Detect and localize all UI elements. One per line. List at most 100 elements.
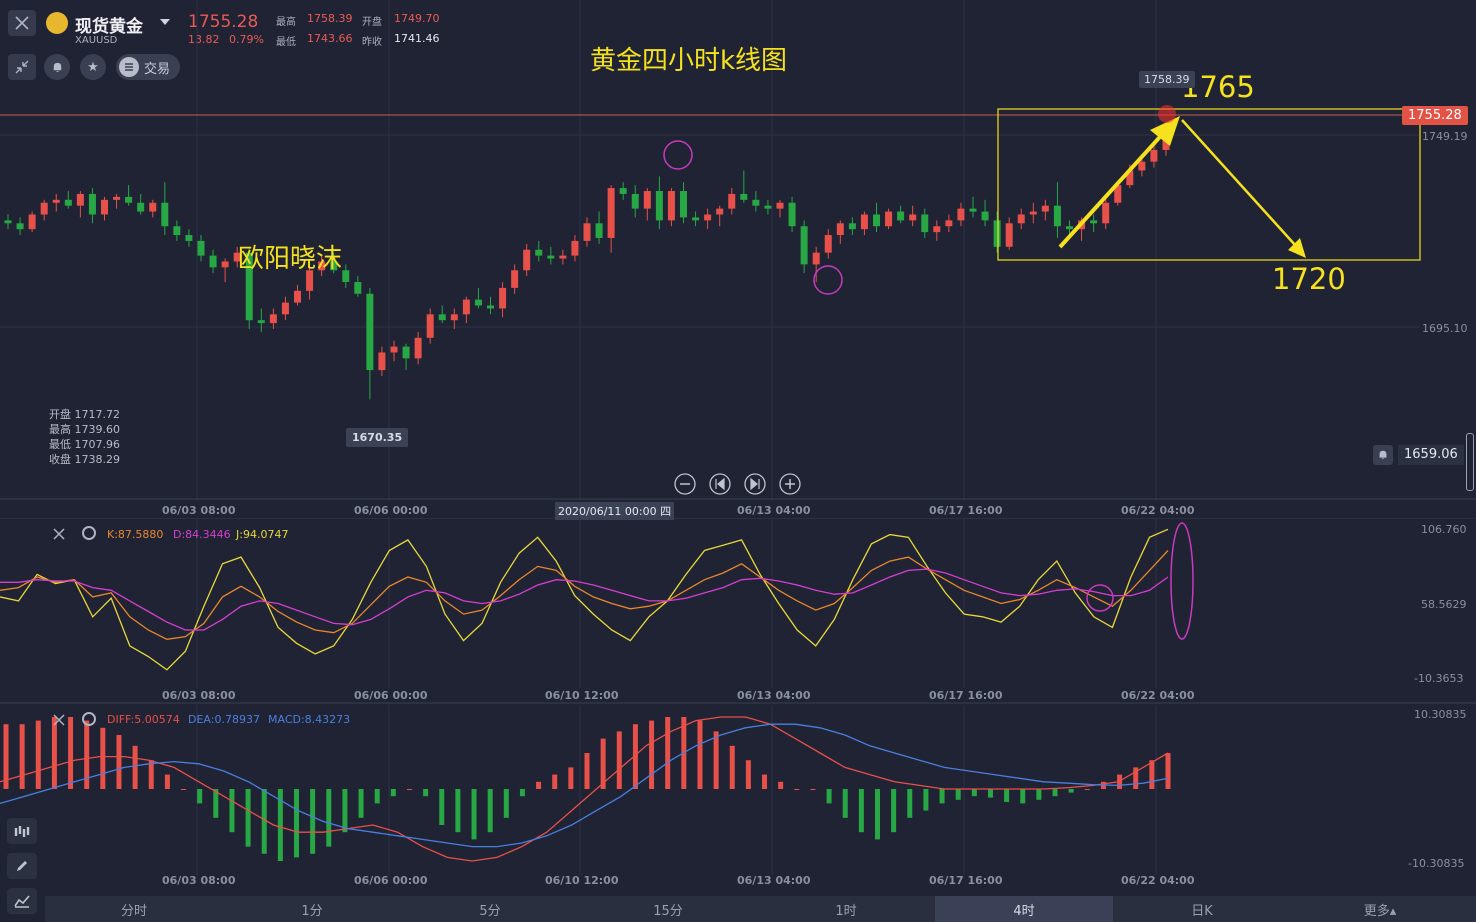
chart-tool-button[interactable] — [7, 888, 37, 914]
macd-bar — [810, 789, 816, 790]
main-x-tick: 06/22 04:00 — [1121, 504, 1195, 517]
bell-icon — [1379, 450, 1387, 460]
candle-body — [909, 214, 917, 221]
kdj-y-tick: 106.760 — [1421, 523, 1467, 536]
macd-bar — [181, 789, 187, 790]
candle-body — [993, 220, 1001, 247]
candle-body — [281, 302, 289, 315]
macd-bar — [826, 789, 832, 804]
main-chart[interactable] — [0, 0, 1476, 500]
candle-body — [1114, 185, 1122, 203]
candle-body — [643, 191, 651, 209]
macd-bar — [600, 738, 606, 789]
candle-body — [692, 217, 700, 221]
macd-bar — [939, 789, 945, 804]
high-value: 1758.39 — [307, 12, 353, 25]
candle-body — [523, 249, 531, 271]
macd-bar — [794, 789, 800, 790]
price-change: 13.82 — [188, 33, 220, 46]
candle-body — [414, 337, 422, 359]
macd-bar — [1133, 767, 1139, 789]
macd-bar — [406, 789, 412, 790]
tab-timeframe-fenshi[interactable]: 分时 — [120, 903, 147, 919]
candle-body — [571, 240, 579, 256]
macd-bar — [148, 760, 154, 789]
tab-timeframe-1h[interactable]: 1时 — [835, 903, 857, 919]
tab-timeframe-15m[interactable]: 15分 — [653, 903, 683, 919]
macd-chart[interactable] — [0, 705, 1476, 895]
alert-price-value: 1659.06 — [1398, 445, 1464, 465]
candle-body — [957, 208, 965, 221]
current-price-tag: 1755.28 — [1402, 106, 1468, 125]
down-arrow-head — [1288, 238, 1306, 258]
kdj-lines-group — [0, 528, 1169, 671]
candle-body — [752, 199, 760, 206]
tab-timeframe-day[interactable]: 日K — [1191, 903, 1213, 919]
macd-bar — [100, 727, 106, 789]
candle-body — [294, 290, 301, 303]
author-annotation: 欧阳晓沫 — [238, 244, 343, 274]
up-arrow-head — [1150, 116, 1180, 146]
prev-close-label: 昨收 — [362, 37, 382, 48]
favorite-button[interactable]: ★ — [80, 54, 106, 80]
macd-diff-line — [0, 716, 1169, 862]
kdj-close-icon[interactable] — [52, 526, 66, 545]
macd-bar — [568, 767, 574, 789]
tab-timeframe-4h[interactable]: 4时 — [935, 896, 1113, 922]
candle-body — [101, 199, 108, 215]
candle-body — [28, 214, 36, 230]
max-price-tag: 1758.39 — [1139, 71, 1195, 88]
candle-body — [499, 287, 507, 309]
price-change-pct: 0.79% — [229, 33, 264, 46]
tab-timeframe-5m[interactable]: 5分 — [479, 903, 501, 919]
draw-tool-button[interactable] — [7, 853, 37, 879]
macd-bar — [552, 774, 558, 789]
kdj-chart[interactable] — [0, 518, 1476, 704]
zoom-in-button[interactable] — [779, 473, 801, 495]
prev-close-value: 1741.46 — [394, 32, 440, 45]
candle-body — [366, 293, 374, 371]
bell-button[interactable] — [44, 54, 70, 80]
trade-button[interactable]: 交易 — [116, 54, 180, 80]
scrollbar-handle[interactable] — [1466, 433, 1474, 491]
expand-button[interactable] — [8, 54, 36, 80]
kdj-d-line — [0, 568, 1169, 631]
zoom-out-button[interactable] — [674, 473, 696, 495]
candle-body — [390, 346, 398, 353]
tab-timeframe-more[interactable]: 更多▴ — [1363, 903, 1397, 919]
candle-body — [945, 220, 953, 227]
macd-bar — [455, 789, 461, 833]
close-button[interactable] — [8, 10, 36, 36]
macd-bar — [487, 789, 493, 833]
macd-x-tick: 06/03 08:00 — [162, 874, 236, 887]
candle-body — [788, 202, 796, 227]
macd-bar — [84, 720, 90, 789]
chart-title-annotation: 黄金四小时k线图 — [590, 46, 788, 76]
kdj-settings-icon[interactable] — [82, 526, 96, 540]
symbol-name[interactable]: 现货黄金 — [75, 17, 143, 37]
macd-bar — [713, 731, 719, 789]
alert-bell-button[interactable] — [1373, 445, 1393, 465]
candle-body — [607, 188, 615, 238]
candle-body — [848, 223, 856, 230]
macd-bar — [665, 717, 671, 789]
indicator-tool-button[interactable] — [7, 818, 37, 844]
macd-settings-icon[interactable] — [82, 712, 96, 726]
candle-body — [161, 202, 169, 227]
jump-start-button[interactable] — [709, 473, 731, 495]
macd-bar — [971, 789, 977, 797]
macd-bar — [374, 789, 380, 804]
ohlc-low: 最低 1707.96 — [49, 438, 120, 451]
candle-body — [137, 202, 145, 212]
macd-close-icon[interactable] — [52, 712, 66, 731]
candle-body — [547, 255, 555, 259]
candle-body — [149, 202, 157, 212]
tab-timeframe-1m[interactable]: 1分 — [301, 903, 323, 919]
jump-end-button[interactable] — [744, 473, 766, 495]
macd-bar — [875, 789, 880, 840]
candle-body — [1090, 220, 1098, 224]
chevron-down-icon[interactable] — [160, 19, 170, 25]
candle-body — [173, 226, 181, 236]
candle-body — [113, 196, 121, 200]
candle-body — [16, 223, 24, 230]
